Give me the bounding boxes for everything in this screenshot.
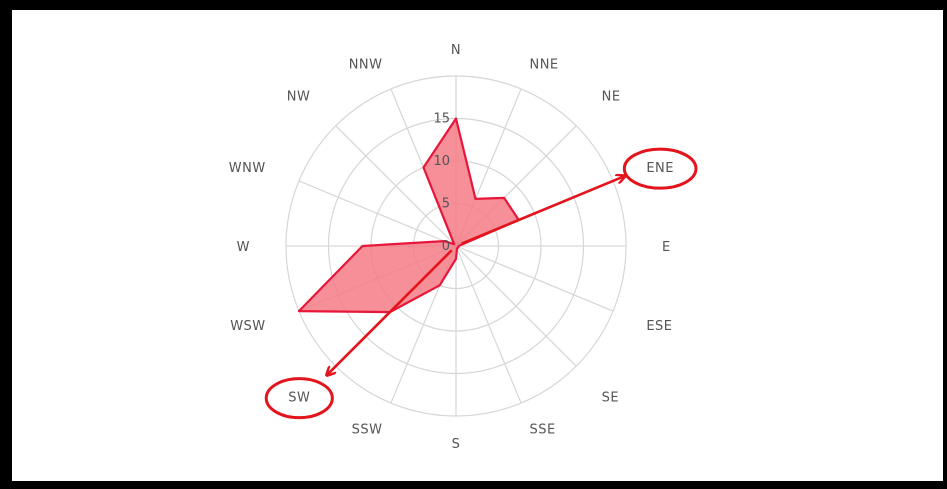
highlight-circle-ene xyxy=(622,147,698,190)
direction-label-s: S xyxy=(452,437,461,452)
direction-label-w: W xyxy=(237,240,250,255)
series-area xyxy=(297,117,520,314)
arrow-ene xyxy=(461,176,625,245)
radial-tick-label: 0 xyxy=(442,239,450,254)
series-polygon xyxy=(297,117,520,314)
direction-label-nnw: NNW xyxy=(349,58,383,73)
direction-label-nw: NW xyxy=(287,89,311,104)
radial-tick-label: 5 xyxy=(442,197,450,212)
grid-spoke xyxy=(298,180,457,247)
highlight-circle-sw xyxy=(264,377,334,420)
direction-label-sw: SW xyxy=(288,391,310,406)
direction-label-se: SE xyxy=(602,391,619,406)
direction-label-ssw: SSW xyxy=(352,422,383,437)
direction-label-nne: NNE xyxy=(529,58,558,73)
direction-label-ene: ENE xyxy=(646,161,674,176)
grid-spoke xyxy=(335,125,457,247)
radial-tick-labels: 0 5 10 15 xyxy=(433,112,450,255)
grid-spoke xyxy=(455,245,577,367)
grid-spoke xyxy=(455,245,522,404)
direction-label-e: E xyxy=(662,240,671,255)
direction-label-sse: SSE xyxy=(529,422,555,437)
grid-spoke xyxy=(455,245,614,312)
direction-label-ese: ESE xyxy=(646,319,672,334)
annotations xyxy=(264,147,698,420)
radial-tick-label: 15 xyxy=(433,112,450,127)
direction-labels: N NNE NE ENE E ESE SE SSE S SSW SW WSW W WNW NW NNW xyxy=(229,43,674,452)
arrow-sw xyxy=(327,249,453,374)
direction-label-n: N xyxy=(451,43,461,58)
direction-label-wnw: WNW xyxy=(229,161,266,176)
direction-label-ne: NE xyxy=(602,89,621,104)
direction-label-wsw: WSW xyxy=(230,319,265,334)
radial-tick-label: 10 xyxy=(433,154,450,169)
